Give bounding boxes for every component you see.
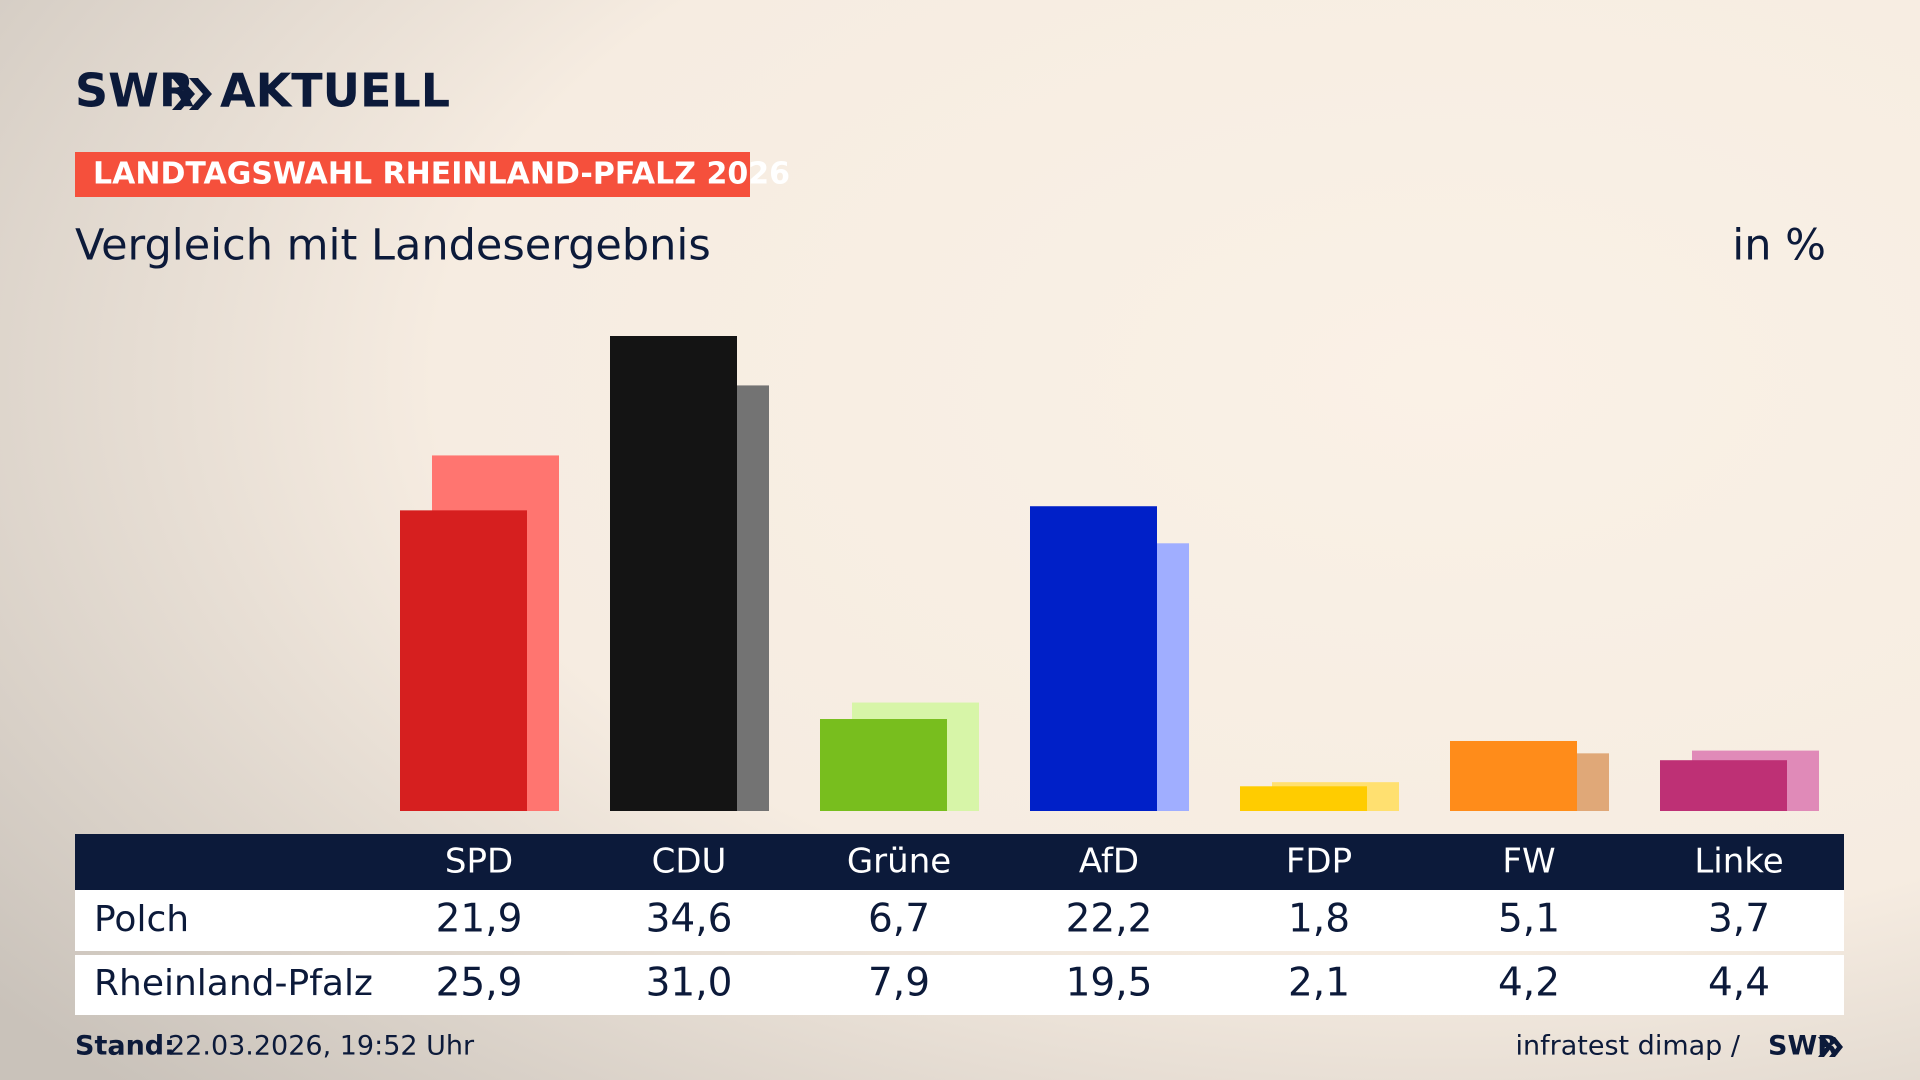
- bar: [1450, 740, 1577, 811]
- source-chevrons: [1818, 1037, 1843, 1057]
- value-label: 19,5: [1066, 961, 1153, 1006]
- value-label: 4,2: [1498, 961, 1560, 1006]
- value-label: 7,9: [868, 961, 930, 1006]
- category-label: FDP: [1286, 842, 1352, 882]
- table-row: [75, 955, 1844, 1015]
- value-label: 25,9: [436, 961, 523, 1006]
- value-label: 3,7: [1708, 897, 1770, 942]
- category-label: CDU: [652, 842, 727, 882]
- banner-bg: [75, 152, 750, 197]
- category-label: SPD: [445, 842, 513, 882]
- value-label: 31,0: [646, 961, 733, 1006]
- bar: [1030, 506, 1157, 811]
- value-label: 4,4: [1708, 961, 1770, 1006]
- value-label: 1,8: [1288, 897, 1350, 942]
- category-label: Grüne: [847, 842, 951, 882]
- category-label: Linke: [1694, 842, 1783, 882]
- category-label: AfD: [1079, 842, 1139, 882]
- banner: LANDTAGSWAHL RHEINLAND-PFALZ 2026: [93, 157, 790, 192]
- table-header: [75, 834, 1844, 890]
- brand-product: AKTUELL: [220, 64, 450, 118]
- value-label: 22,2: [1066, 897, 1153, 942]
- bar: [820, 719, 947, 811]
- row-label: Polch: [94, 899, 189, 940]
- bar: [400, 510, 527, 811]
- brand-chevrons: [172, 78, 212, 110]
- bar: [1240, 786, 1367, 811]
- stand: 22.03.2026, 19:52 Uhr: [168, 1031, 475, 1062]
- category-label: FW: [1502, 842, 1555, 882]
- source: infratest dimap /: [1515, 1031, 1740, 1062]
- value-label: 21,9: [436, 897, 523, 942]
- bar: [1660, 760, 1787, 811]
- value-label: 34,6: [646, 897, 733, 942]
- stand-label: Stand:: [75, 1031, 175, 1062]
- unit-label: in %: [1732, 221, 1826, 271]
- chart-title: Vergleich mit Landesergebnis: [75, 221, 711, 271]
- value-label: 6,7: [868, 897, 930, 942]
- value-label: 5,1: [1498, 897, 1560, 942]
- table-row: [75, 890, 1844, 951]
- row-label: Rheinland-Pfalz: [94, 963, 373, 1004]
- bar: [610, 336, 737, 811]
- value-label: 2,1: [1288, 961, 1350, 1006]
